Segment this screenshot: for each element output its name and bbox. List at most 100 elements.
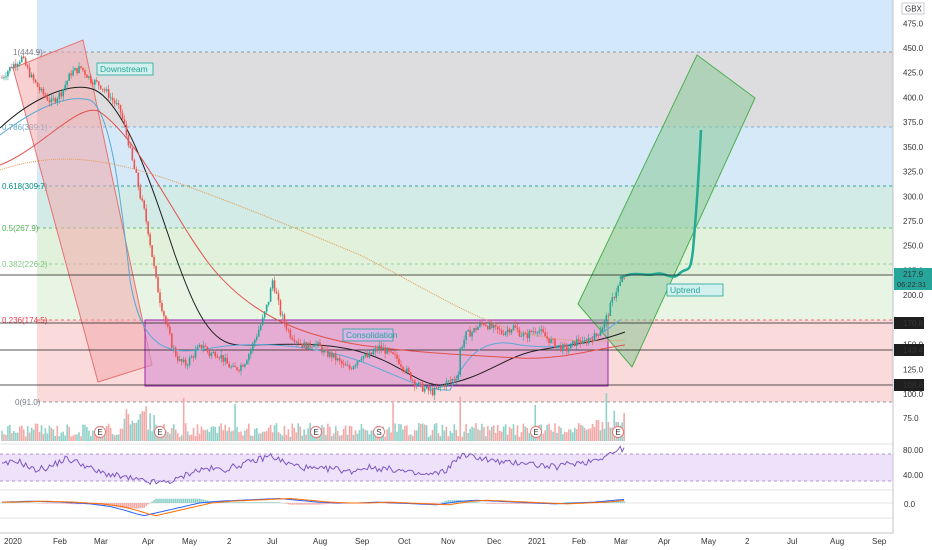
volume-bar (283, 425, 286, 441)
candle-body (392, 352, 394, 355)
macd-bar (451, 500, 454, 503)
candle-body (406, 368, 408, 372)
candle-body (599, 331, 602, 336)
moving-averages (0, 86, 626, 391)
price-axis[interactable]: GBX 475.0 450.0 425.0 400.0 375.0 350.0 325.0 3… (892, 0, 932, 550)
candle-body (348, 365, 351, 369)
candle-body (198, 344, 201, 347)
macd-bar (117, 503, 120, 508)
volume-bar (581, 425, 584, 441)
volume-bar (327, 423, 329, 441)
volume-bar (230, 431, 232, 441)
candle-body (5, 76, 7, 78)
candle-body (321, 346, 323, 353)
uptrend-channel (577, 54, 756, 368)
volume-bar (319, 432, 321, 441)
volume-bar (579, 424, 582, 441)
event-marker[interactable]: E (94, 426, 106, 438)
volume-bar (149, 413, 151, 441)
candle-body (210, 353, 213, 356)
macd-bar (469, 501, 471, 503)
event-marker[interactable]: E (612, 426, 624, 438)
volume-bar (153, 415, 155, 441)
event-marker[interactable]: E (154, 426, 166, 438)
macd-bar (246, 502, 248, 503)
candle-body (72, 70, 74, 76)
volume-bar (477, 429, 479, 441)
macd-bar (30, 502, 33, 503)
candle-body (232, 365, 234, 367)
volume-bar (421, 423, 424, 441)
candle-body (481, 323, 483, 325)
volume-bar (356, 433, 359, 441)
volume-bar (534, 404, 537, 441)
candle-body (283, 314, 286, 324)
volume-bar (204, 430, 207, 441)
fib-label: 0(91.0) (15, 398, 41, 407)
event-marker[interactable]: E (530, 426, 542, 438)
macd-bar (169, 498, 171, 503)
macd-bar (250, 502, 252, 503)
rsi-pane (0, 445, 893, 486)
event-marker-circle (612, 426, 624, 438)
macd-bar (293, 503, 296, 505)
volume-bar (492, 425, 495, 441)
volume-bar (248, 423, 250, 441)
volume-bar (62, 431, 65, 441)
volume-bar (105, 425, 108, 441)
event-marker[interactable]: S (373, 426, 385, 438)
volume-bar (439, 436, 442, 441)
macd-bar (228, 501, 230, 503)
volume-bar (348, 425, 351, 441)
event-marker-letter: E (533, 428, 538, 437)
macd-bar (309, 503, 311, 505)
event-marker[interactable]: E (310, 426, 322, 438)
candle-body (285, 323, 288, 330)
candle-body (218, 357, 221, 359)
macd-bar (238, 502, 240, 503)
candle-body (303, 342, 305, 348)
time-tick: Aug (313, 537, 327, 546)
macd-bar (224, 501, 226, 503)
time-axis[interactable]: 2020 Feb Mar Apr May 2 Jul Aug Sep Oct Nov Dec 2021 F… (0, 532, 893, 546)
macd-bar (62, 503, 65, 504)
volume-bar (206, 429, 209, 441)
macd-bar (299, 503, 302, 505)
candle-body (149, 234, 151, 246)
volume-bar (305, 434, 307, 441)
macd-bar (532, 503, 535, 504)
volume-bar (512, 424, 515, 441)
macd-bar (60, 503, 63, 504)
macd-bar (297, 503, 300, 505)
macd-bar (334, 503, 337, 504)
volume-bar (3, 434, 5, 441)
volume-bar (577, 423, 580, 441)
volume-bar (431, 429, 434, 441)
volume-bar (386, 429, 388, 441)
volume-bar (252, 435, 254, 441)
candle-body (530, 330, 533, 333)
candle-body (317, 342, 319, 344)
volume-bar (485, 436, 487, 441)
candle-body (246, 360, 248, 365)
level-tag-bg (894, 344, 924, 356)
candle-body (88, 76, 90, 78)
volume-bar (494, 433, 497, 441)
volume-bar (340, 435, 343, 441)
candle-body (38, 86, 41, 91)
candle-body (455, 379, 458, 381)
macd-bar (477, 502, 479, 503)
candle-body (24, 57, 27, 66)
candle-body (342, 363, 345, 365)
candle-body (494, 324, 497, 327)
price-tick: 425.0 (903, 69, 924, 78)
candle-body (585, 340, 588, 344)
candle-body (465, 331, 467, 340)
candle-body (131, 147, 134, 161)
candle-body (40, 88, 43, 91)
candle-body (192, 356, 195, 358)
candle-body (226, 357, 228, 364)
candle-body (155, 266, 157, 278)
macd-bar (52, 503, 55, 504)
